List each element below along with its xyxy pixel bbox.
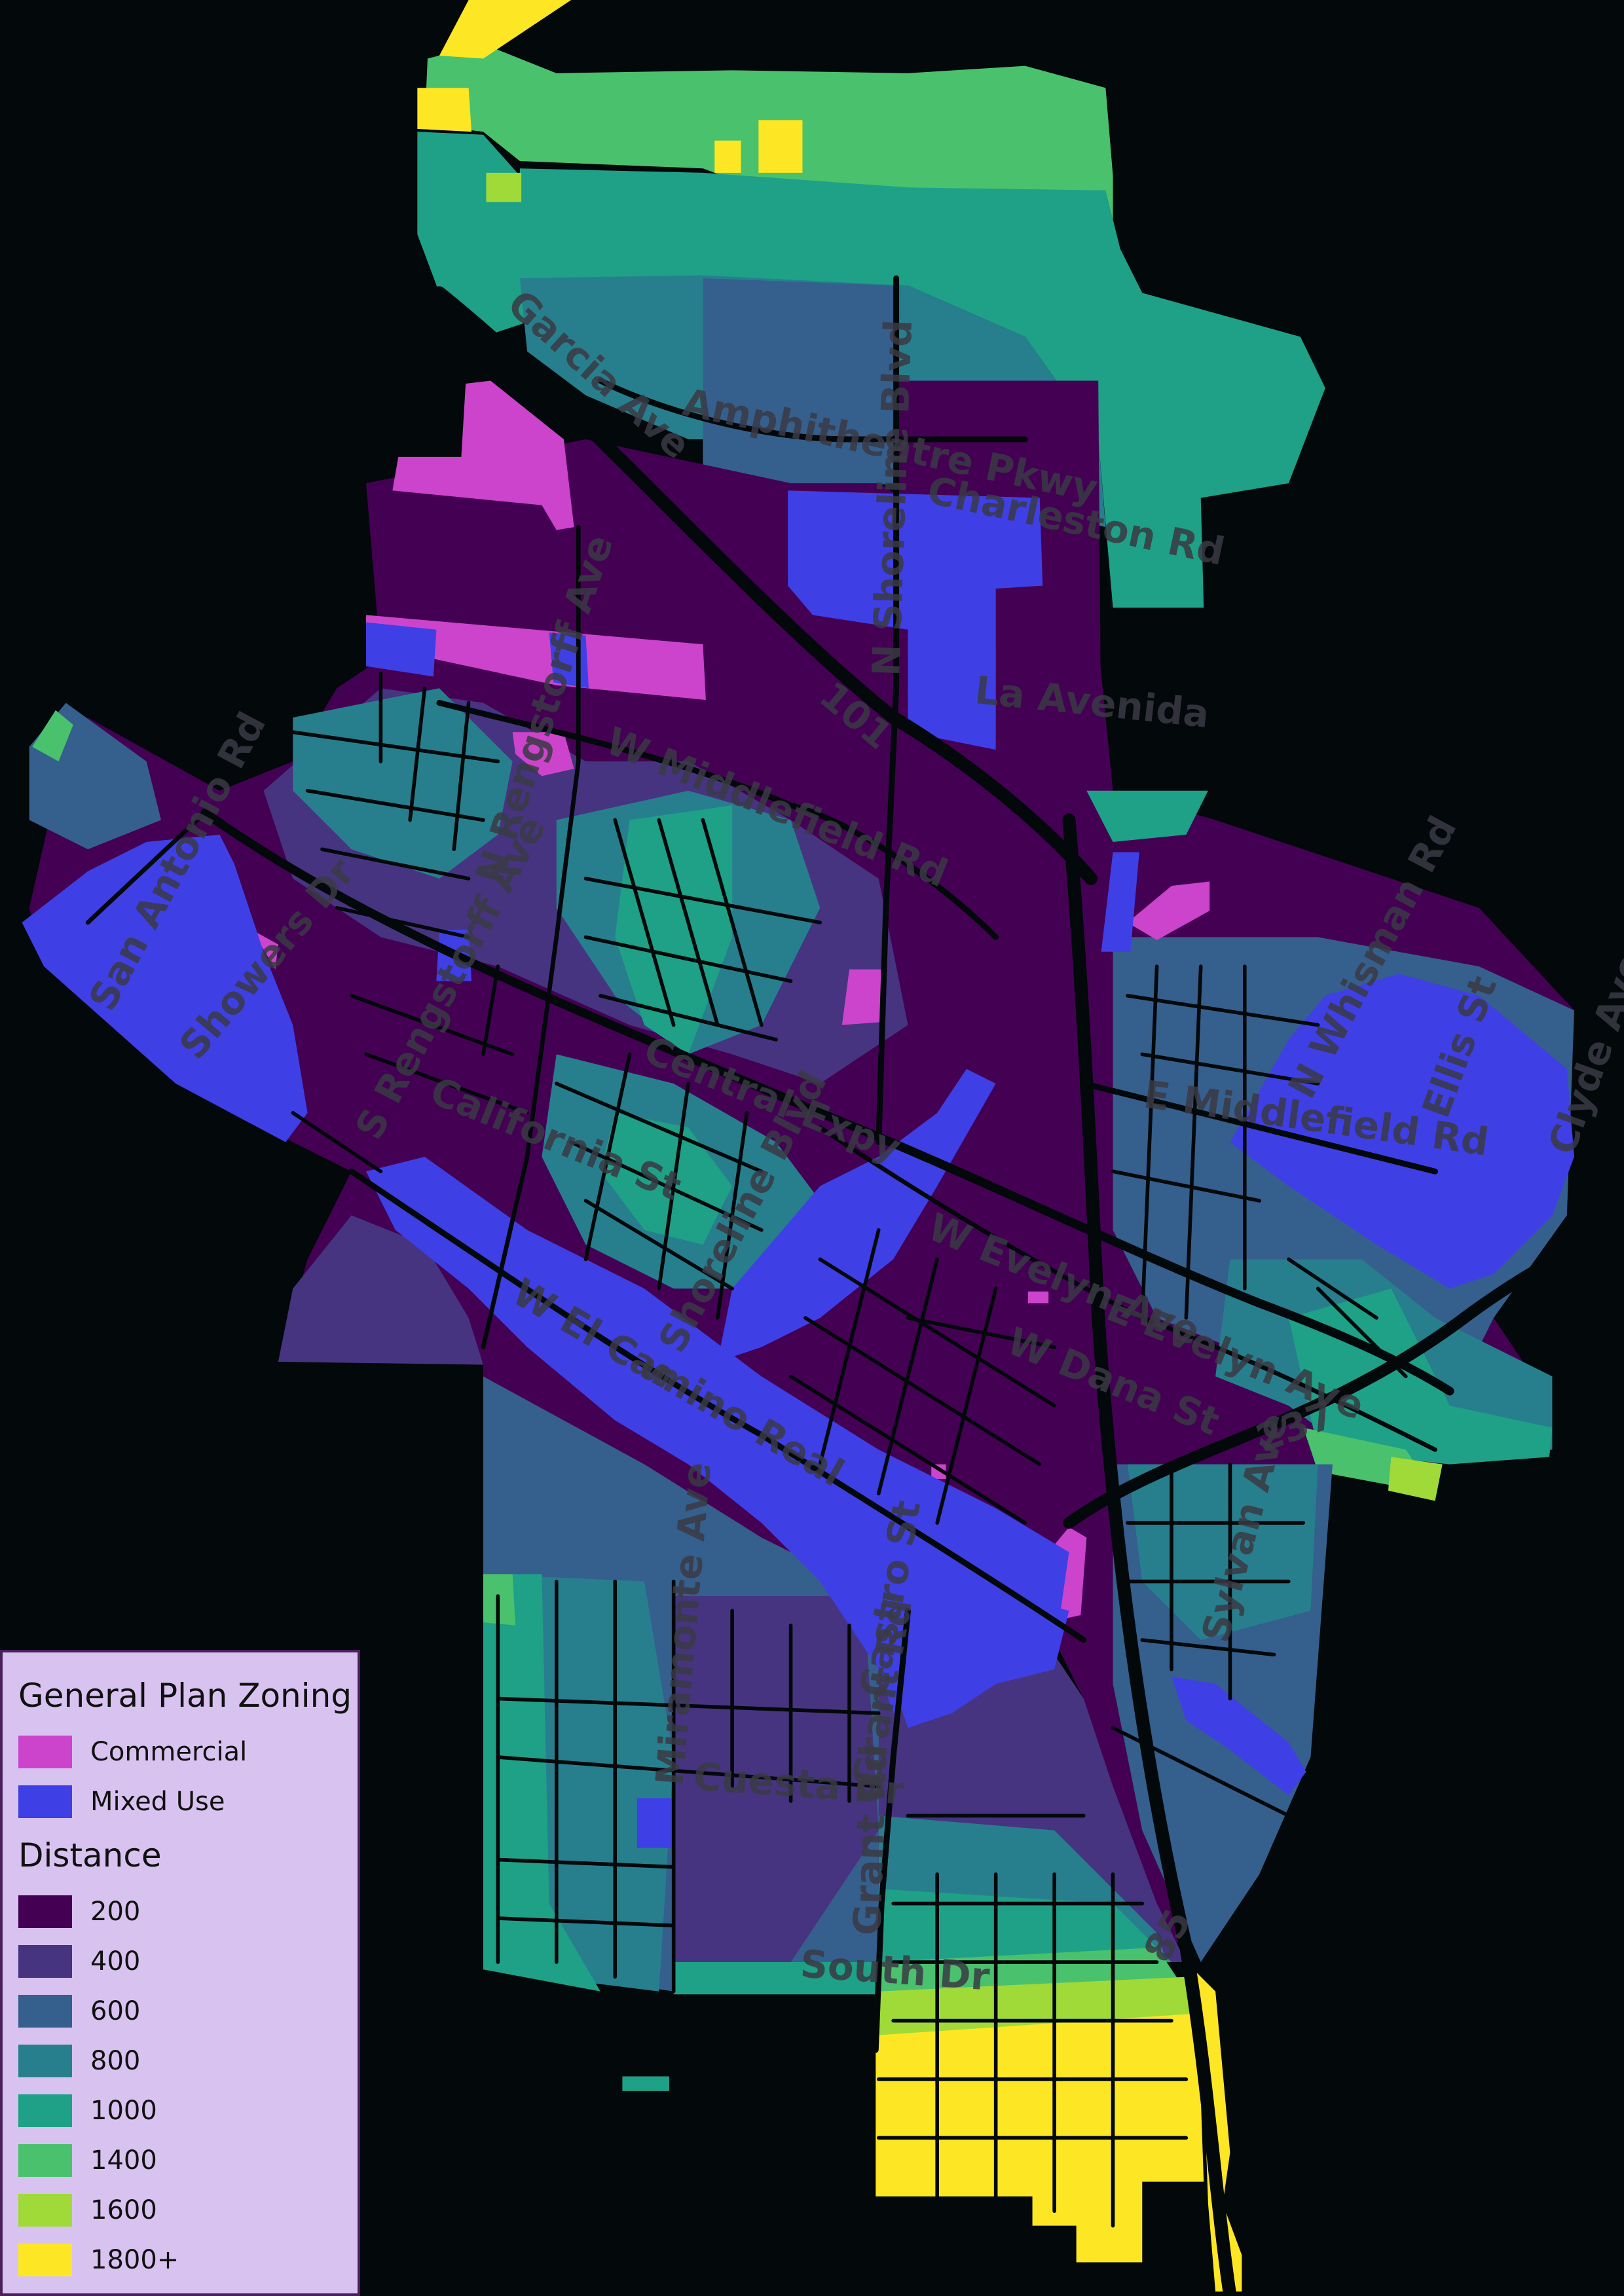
distance-800-swatch: [18, 2045, 72, 2077]
legend-item-1000: 1000: [18, 2086, 358, 2136]
street-grid-downtown: [788, 1228, 1056, 1525]
distance-1800-swatch: [18, 2244, 72, 2276]
legend-item-1400: 1400: [18, 2136, 358, 2185]
el-camino-road: [348, 1168, 1087, 1643]
amphitheatre-road: [597, 378, 1028, 443]
zone-west-edge-green: [32, 710, 73, 762]
mixed-south-mid: [637, 1798, 674, 1848]
distance-1400-swatch: [18, 2144, 72, 2177]
zone-mid-1000: [615, 805, 733, 1055]
zone-top-yellow-4: [714, 140, 741, 173]
legend-item-commercial: Commercial: [18, 1727, 358, 1777]
zone-east-lime: [1388, 1457, 1443, 1501]
label-grant-lower: Grant Rd: [845, 1744, 896, 1937]
zone-far-south-1000: [878, 1889, 1172, 1970]
mixed-band-west-2: [366, 622, 437, 677]
zone-southeast-800: [1127, 1464, 1318, 1640]
legend-item-mixed-use: Mixed Use: [18, 1777, 358, 1827]
legend-label: 1400: [90, 2145, 157, 2176]
distance-200-swatch: [18, 1895, 72, 1928]
mixed-north-lower: [908, 644, 996, 750]
street-grid-southeast: [1111, 1462, 1306, 1818]
legend-label: 600: [90, 1996, 141, 2026]
distance-1000-swatch: [18, 2094, 72, 2127]
street-grid-south: [496, 1579, 881, 1994]
zone-northeast-teal: [1086, 790, 1208, 843]
mixed-east-slot: [1101, 852, 1139, 952]
zone-south-islet: [622, 2076, 669, 2091]
legend-item-800: 800: [18, 2036, 358, 2086]
legend-label: 400: [90, 1946, 141, 1977]
legend-item-1800-plus: 1800+: [18, 2235, 358, 2285]
road-network: [85, 275, 1617, 2296]
zone-top-lime: [486, 172, 522, 202]
highway-237: [1063, 1224, 1617, 1529]
zone-top-yellow: [439, 0, 572, 59]
commercial-swatch: [18, 1736, 72, 1768]
commercial-band: [366, 615, 706, 701]
commercial-bit-1: [512, 732, 574, 776]
legend-item-1600: 1600: [18, 2185, 358, 2235]
legend-label: 200: [90, 1897, 141, 1927]
street-grid-east: [1111, 964, 1408, 1379]
zone-south-bottom-teal: [673, 1962, 879, 1995]
distance-600-swatch: [18, 1995, 72, 2028]
legend-item-600: 600: [18, 1986, 358, 2036]
legend-item-200: 200: [18, 1887, 358, 1937]
street-grid-central: [554, 818, 822, 1320]
middlefield-w-road: [436, 700, 999, 940]
zone-southwest-400: [278, 1215, 483, 1365]
zone-south-1000: [483, 1574, 600, 1992]
mixed-southeast: [1171, 1676, 1306, 1796]
highway-101: [432, 286, 1098, 886]
legend-label: 1800+: [90, 2245, 179, 2275]
distance-legend-title: Distance: [18, 1836, 162, 1874]
grant-road: [872, 1607, 911, 2053]
zone-top-yellow-2: [417, 88, 472, 132]
mixed-use-swatch: [18, 1785, 72, 1818]
legend-label: 800: [90, 2046, 141, 2076]
street-grid-west: [291, 672, 529, 1174]
highway-85: [1062, 813, 1237, 2296]
mixed-south-strip: [878, 1595, 1069, 1728]
legend-label: 1600: [90, 2195, 157, 2225]
legend-label: 1000: [90, 2096, 157, 2126]
rengstorff-road: [481, 524, 581, 1350]
san-antonio-road: [85, 810, 208, 925]
legend-label: Mixed Use: [90, 1787, 225, 1817]
street-grid-far-south: [876, 1813, 1189, 2228]
commercial-bit-2: [841, 969, 886, 1025]
mixed-downtown: [717, 1068, 996, 1362]
legend-label: Commercial: [90, 1737, 248, 1767]
commercial-east: [1127, 881, 1210, 940]
commercial-bit-5: [1027, 1291, 1049, 1303]
zone-top-yellow-3: [758, 120, 803, 173]
mixed-east-big: [1230, 974, 1574, 1289]
distance-1600-swatch: [18, 2194, 72, 2227]
central-expressway: [200, 808, 1454, 1396]
commercial-north: [392, 380, 574, 530]
map-legend: General Plan Zoning Commercial Mixed Use…: [0, 1650, 360, 2296]
distance-400-swatch: [18, 1945, 72, 1978]
zoning-legend-title: General Plan Zoning: [18, 1677, 352, 1715]
legend-item-400: 400: [18, 1937, 358, 1986]
middlefield-e-road: [1080, 1080, 1438, 1175]
shoreline-blvd: [876, 275, 900, 1146]
mixed-sanantonio: [22, 834, 308, 1142]
